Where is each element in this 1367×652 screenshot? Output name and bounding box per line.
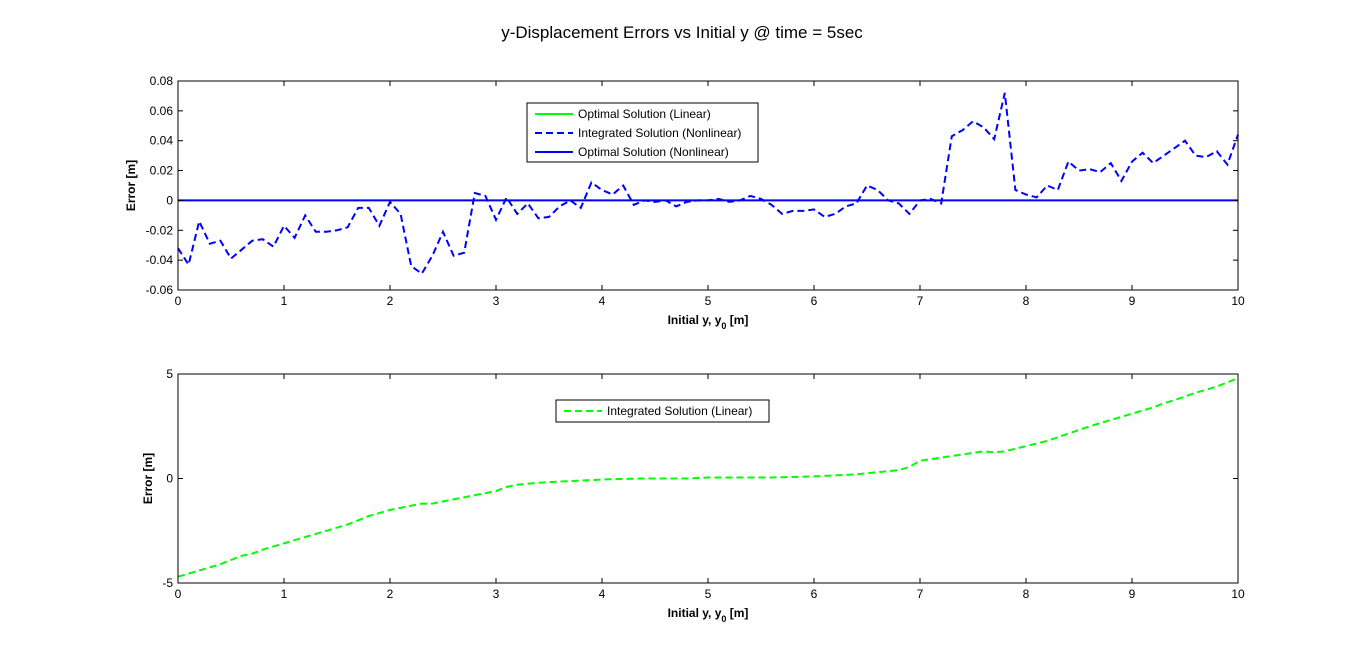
- y-tick-label: -5: [162, 576, 173, 590]
- x-tick-label: 9: [1129, 294, 1136, 308]
- legend-entry: Integrated Solution (Linear): [607, 404, 752, 418]
- y-tick-label: 0.04: [150, 134, 174, 148]
- y-tick-label: -0.02: [146, 223, 174, 237]
- x-tick-label: 6: [811, 294, 818, 308]
- x-tick-label: 1: [281, 294, 288, 308]
- x-tick-label: 1: [281, 587, 288, 601]
- x-tick-label: 3: [493, 294, 500, 308]
- x-axis-label: Initial y, y0 [m]: [668, 313, 749, 331]
- series-line-1-0: [177, 377, 1239, 578]
- y-tick-label: 0.06: [150, 104, 174, 118]
- top-axes: 0 1 2 3 4 5 6 7 8 9 10 -0.06 -0.04 -0.02 0 0.02 0.04 0.06…: [124, 74, 1245, 331]
- x-tick-label: 9: [1129, 587, 1136, 601]
- y-tick-label: 5: [166, 367, 173, 381]
- y-tick-label: -0.06: [146, 283, 174, 297]
- y-tick-label: 0: [166, 472, 173, 486]
- legend-entry: Integrated Solution (Nonlinear): [578, 126, 741, 140]
- legend-entry: Optimal Solution (Linear): [578, 107, 711, 121]
- y-tick-label: -0.04: [146, 253, 174, 267]
- x-tick-label: 0: [175, 587, 182, 601]
- y-tick-label: 0: [166, 193, 173, 207]
- y-tick-label: 0.02: [150, 164, 174, 178]
- legend-box: [555, 399, 770, 423]
- x-tick-label: 10: [1231, 294, 1245, 308]
- x-tick-label: 10: [1231, 587, 1245, 601]
- x-tick-label: 0: [175, 294, 182, 308]
- x-tick-label: 5: [705, 587, 712, 601]
- x-tick-label: 4: [599, 587, 606, 601]
- x-tick-label: 5: [705, 294, 712, 308]
- x-tick-label: 6: [811, 587, 818, 601]
- legend: Integrated Solution (Linear): [555, 399, 770, 423]
- figure-title: y-Displacement Errors vs Initial y @ tim…: [501, 23, 863, 42]
- x-tick-label: 8: [1023, 587, 1030, 601]
- x-tick-label: 3: [493, 587, 500, 601]
- x-axis-label: Initial y, y0 [m]: [668, 606, 749, 624]
- x-tick-label: 8: [1023, 294, 1030, 308]
- x-tick-label: 4: [599, 294, 606, 308]
- y-axis-label: Error [m]: [141, 453, 155, 504]
- legend-entry: Optimal Solution (Nonlinear): [578, 145, 729, 159]
- x-tick-label: 2: [387, 587, 394, 601]
- y-tick-label: 0.08: [150, 74, 174, 88]
- x-tick-label: 2: [387, 294, 394, 308]
- y-axis-label: Error [m]: [124, 160, 138, 211]
- x-tick-label: 7: [917, 587, 924, 601]
- x-tick-label: 7: [917, 294, 924, 308]
- legend: Optimal Solution (Linear) Integrated Solu…: [526, 102, 759, 163]
